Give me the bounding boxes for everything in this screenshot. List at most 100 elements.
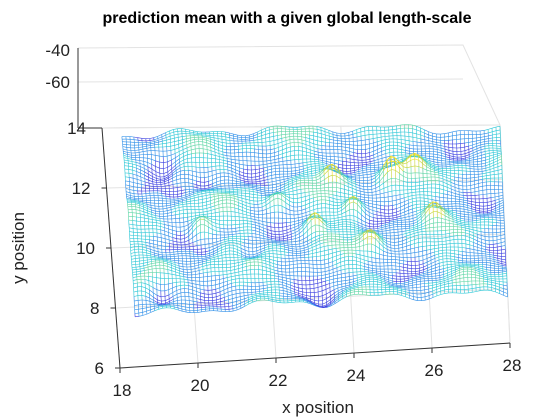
mesh-line [407,192,412,194]
mesh-line [225,134,230,136]
mesh-line [155,160,160,163]
mesh-line [210,150,216,153]
mesh-line [222,151,227,154]
mesh-line [275,164,280,166]
mesh-line [236,181,241,183]
mesh-line [186,137,191,139]
mesh-line [307,171,312,173]
mesh-line [350,158,355,160]
mesh-line [497,152,502,155]
mesh-line [233,138,238,140]
mesh-line [454,180,459,182]
mesh-line [371,191,376,193]
mesh-line [484,140,489,142]
mesh-line [460,142,465,144]
mesh-line [238,148,243,150]
mesh-line [186,142,191,145]
mesh-line [489,154,494,157]
mesh-line [362,164,367,166]
mesh-line [223,169,228,171]
mesh-line [352,129,357,132]
mesh-line [464,145,469,148]
mesh-line [295,176,301,179]
mesh-line [218,147,223,150]
mesh-line [406,166,412,169]
mesh-line [303,173,308,176]
mesh-line [288,187,293,190]
mesh-line [420,138,425,141]
mesh-line [449,163,454,165]
mesh-line [227,169,232,172]
mesh-line [439,188,444,190]
mesh-line [492,130,497,133]
mesh-line [182,144,187,147]
mesh-line [348,193,353,196]
mesh-line [356,127,361,130]
mesh-line [241,195,246,197]
mesh-line [464,152,470,154]
mesh-line [201,190,206,193]
mesh-line [280,190,285,193]
mesh-line [382,159,388,168]
mesh-line [126,191,131,194]
mesh-line [441,155,446,157]
mesh-line [408,136,413,138]
mesh-line [281,137,286,139]
mesh-line [466,188,471,190]
mesh-line [430,171,435,173]
mesh-line [470,177,475,179]
mesh-line [315,171,320,174]
mesh-line [154,140,159,142]
mesh-line [480,136,485,138]
mesh-line [314,153,319,156]
mesh-line [264,182,269,184]
mesh-line [135,152,140,154]
mesh-line [192,183,197,186]
mesh-line [181,192,186,194]
mesh-line [336,135,342,137]
mesh-line [295,175,300,177]
mesh-line [374,170,379,172]
mesh-line [328,193,333,196]
mesh-line [301,192,306,194]
mesh-line [129,185,134,187]
mesh-line [378,166,384,173]
mesh-line [414,158,419,161]
mesh-line [439,196,444,198]
mesh-line [303,164,308,167]
mesh-line [448,147,453,149]
mesh-line [206,197,211,199]
mesh-line [277,141,283,144]
mesh-line [359,174,364,176]
mesh-line [170,149,175,151]
mesh-line [278,145,283,148]
mesh-line [178,199,183,201]
mesh-line [371,174,376,178]
mesh-line [269,128,274,131]
mesh-line [212,186,218,189]
mesh-line [296,189,301,191]
mesh-line [402,158,407,163]
mesh-line [396,202,401,205]
mesh-line [196,171,201,173]
mesh-line [193,130,198,132]
mesh-line [309,197,314,200]
mesh-line [478,185,483,188]
mesh-line [302,161,307,164]
mesh-line [158,138,163,141]
mesh-line [469,159,474,161]
mesh-line [281,192,286,196]
mesh-line [355,181,360,184]
mesh-line [425,157,430,159]
mesh-line [435,187,440,189]
mesh-line [210,193,215,195]
mesh-line [324,128,330,131]
mesh-line [373,152,378,156]
mesh-line [162,142,167,145]
mesh-line [333,198,338,200]
mesh-line [337,137,342,139]
mesh-line [196,187,201,189]
mesh-line [414,165,419,167]
mesh-line [130,197,135,199]
mesh-line [472,148,478,151]
